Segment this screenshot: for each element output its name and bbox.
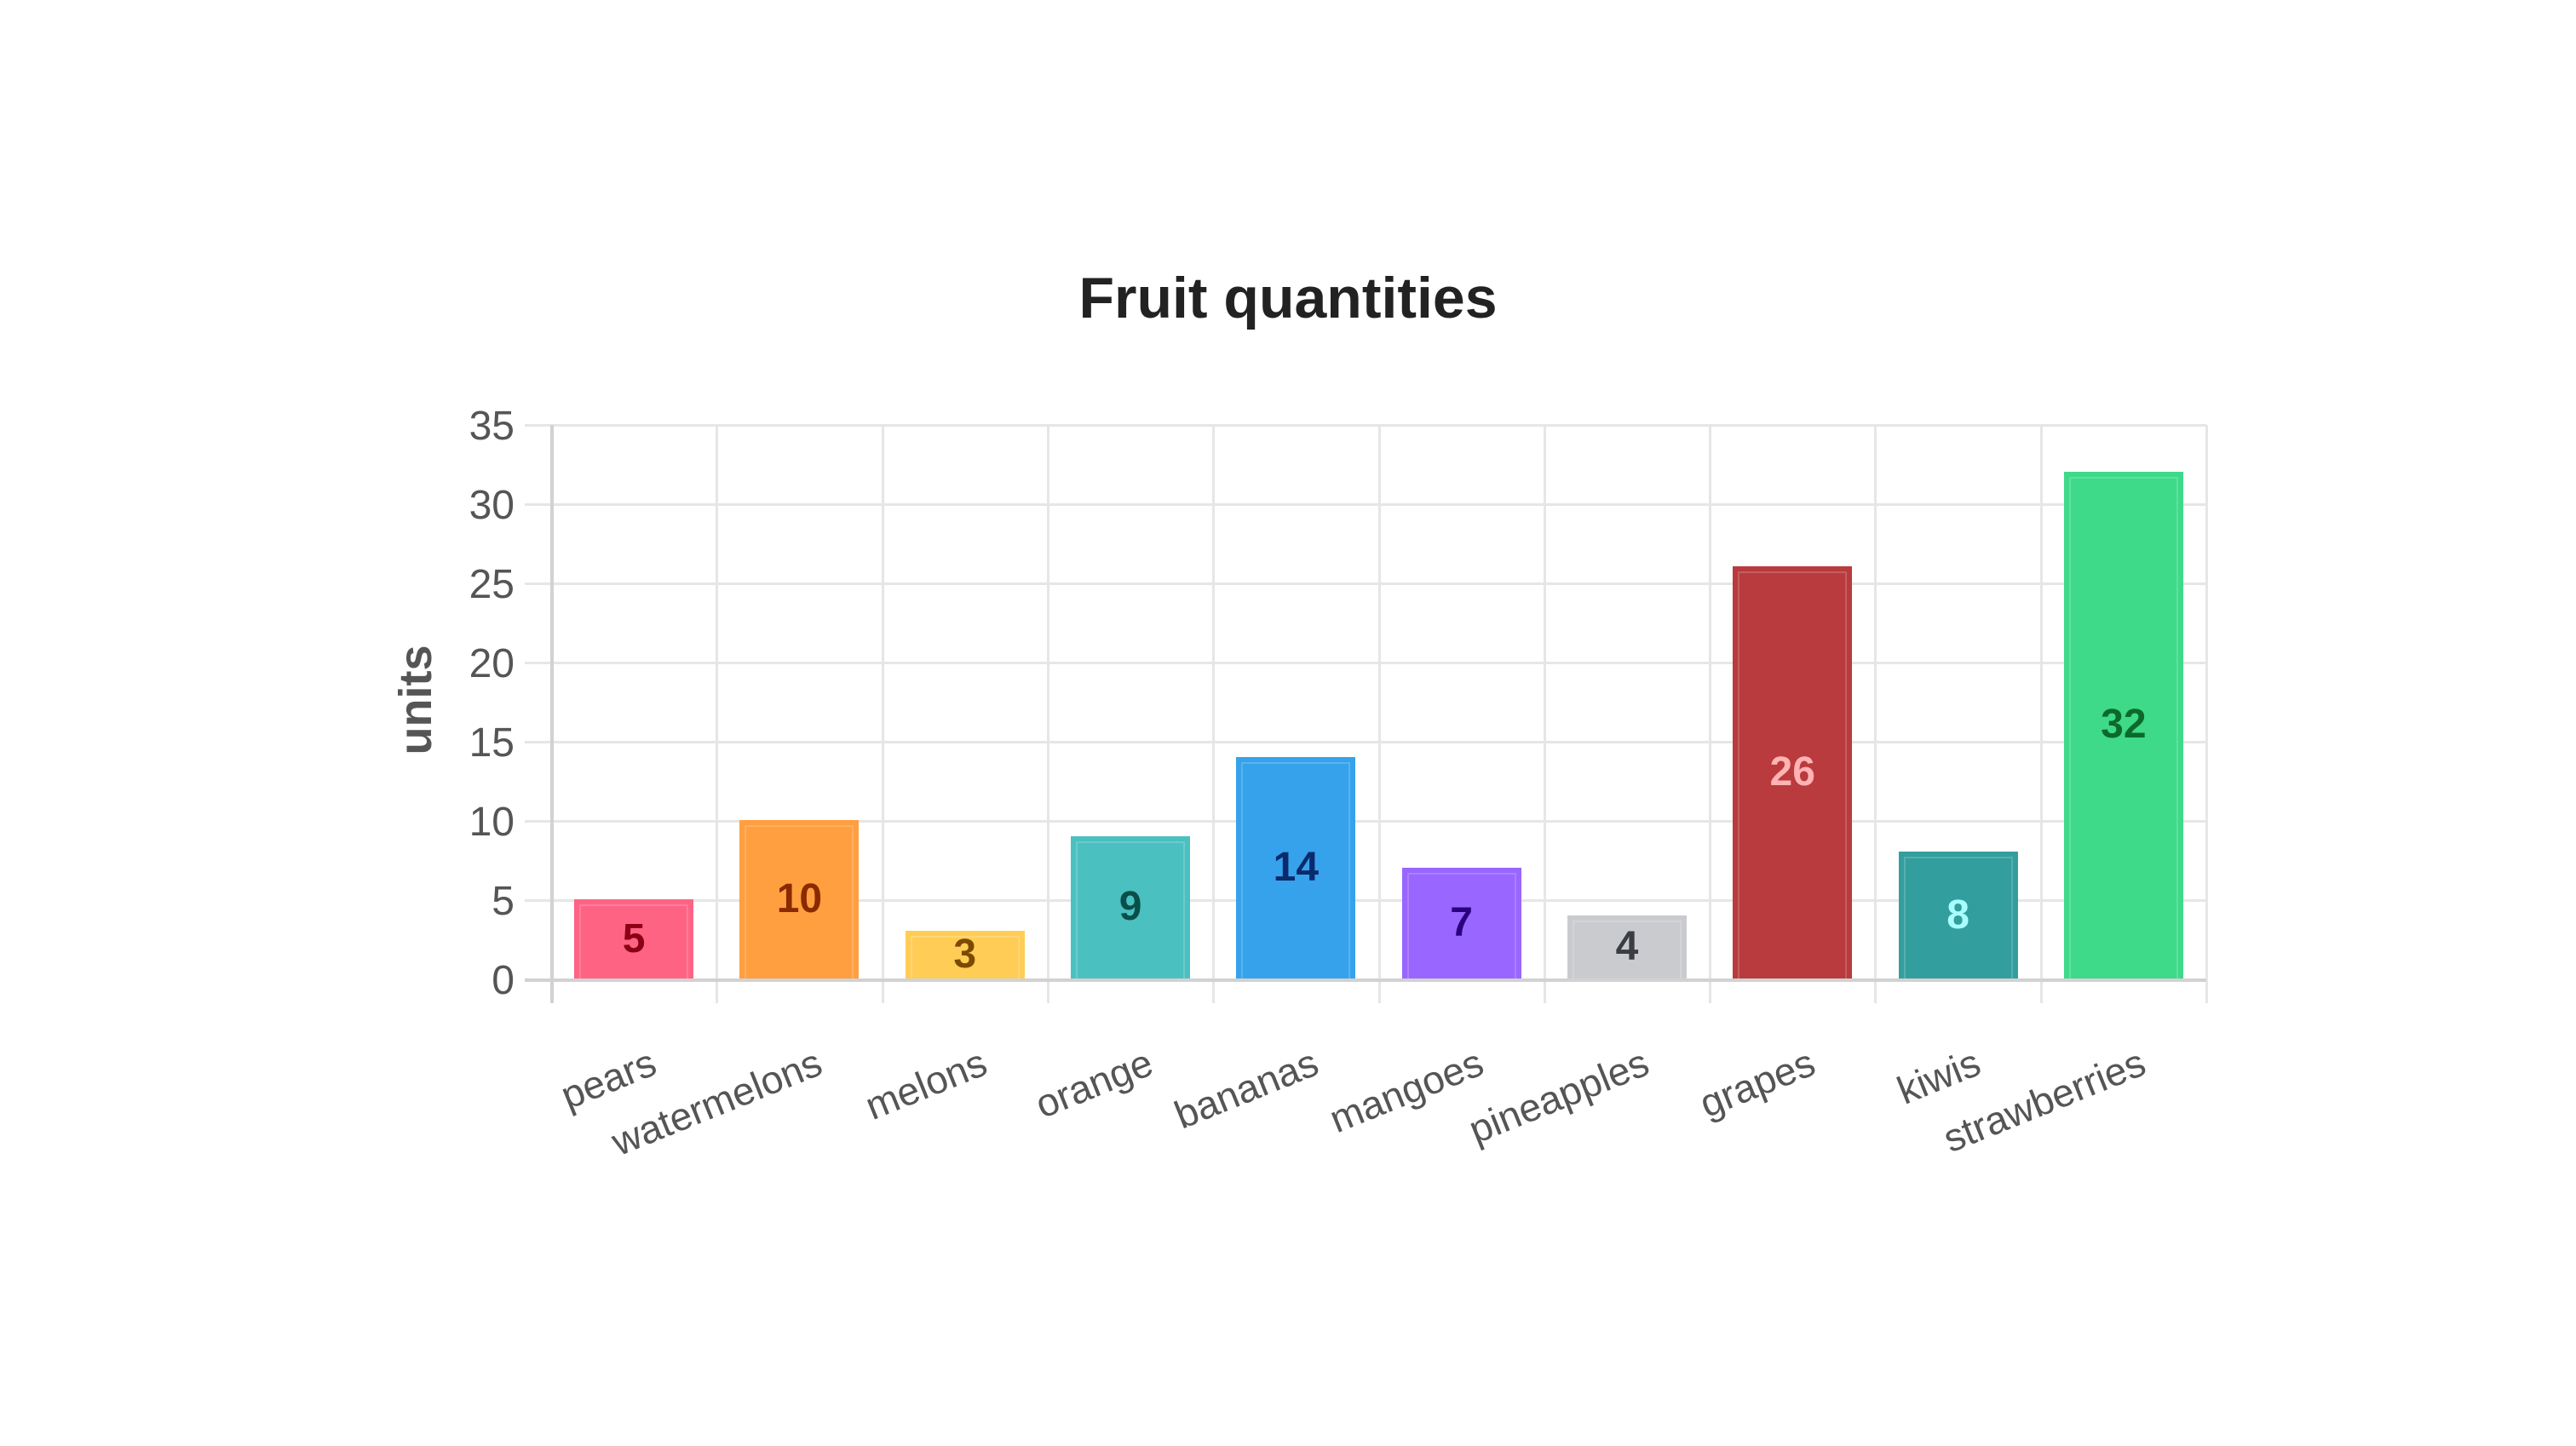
bar-value-label: 10 [776,876,823,921]
vertical-gridline [2039,425,2043,1003]
y-tick-label: 30 [469,483,515,528]
x-tick-label: grapes [1693,1040,1821,1126]
x-tick-label: kiwis [1890,1040,1987,1113]
y-tick-label: 25 [469,562,515,607]
y-tick-label: 20 [469,641,515,686]
bar-value-label: 26 [1769,749,1815,795]
bar-value-label: 32 [2101,702,2147,748]
x-tick-label: pineapples [1463,1040,1656,1152]
horizontal-gridline [525,503,2206,506]
x-tick-label: mangoes [1323,1040,1490,1142]
x-tick-label: pears [555,1040,663,1118]
vertical-gridline [1377,425,1381,1003]
horizontal-gridline [525,899,2206,902]
bar-kiwis[interactable]: 8 [1898,852,2018,978]
bar-strawberries[interactable]: 32 [2063,471,2183,979]
horizontal-gridline [525,820,2206,823]
x-tick-label: melons [859,1040,993,1128]
bar-mangoes[interactable]: 7 [1401,867,1521,979]
y-tick-label: 5 [492,879,515,924]
vertical-gridline [881,425,884,1003]
vertical-gridline [1212,425,1216,1003]
y-tick-label: 15 [469,720,515,766]
horizontal-gridline [525,741,2206,743]
chart-title: Fruit quantities [1078,266,1498,330]
x-tick-label: orange [1028,1040,1159,1127]
x-axis-line [525,978,2206,982]
vertical-gridline [716,425,719,1003]
bar-value-label: 7 [1450,899,1473,945]
bar-pears[interactable]: 5 [574,899,694,978]
y-tick-label: 35 [469,404,515,449]
y-tick-label: 10 [469,800,515,845]
bar-pineapples[interactable]: 4 [1567,915,1687,979]
bar-bananas[interactable]: 14 [1236,756,1356,979]
bar-watermelons[interactable]: 10 [739,820,860,978]
vertical-gridline [1874,425,1877,1003]
bar-grapes[interactable]: 26 [1733,566,1853,978]
bar-value-label: 9 [1118,884,1142,930]
x-tick-label: bananas [1168,1040,1325,1138]
y-axis-line [550,425,554,1003]
horizontal-gridline [525,582,2206,585]
plot-area: 5 10 3 9 14 7 4 26 8 32 [525,424,2208,1003]
bar-value-label: 14 [1273,844,1320,890]
horizontal-gridline [525,424,2206,427]
vertical-gridline [2205,425,2208,1003]
bar-melons[interactable]: 3 [905,931,1025,978]
bar-value-label: 3 [953,932,977,978]
vertical-gridline [1709,425,1712,1003]
bar-orange[interactable]: 9 [1071,835,1191,979]
vertical-gridline [1046,425,1049,1003]
bar-value-label: 8 [1946,892,1969,938]
vertical-gridline [1543,425,1546,1003]
bar-value-label: 4 [1615,923,1639,969]
bar-value-label: 5 [622,915,646,961]
y-tick-label: 0 [492,958,515,1003]
horizontal-gridline [525,662,2206,664]
